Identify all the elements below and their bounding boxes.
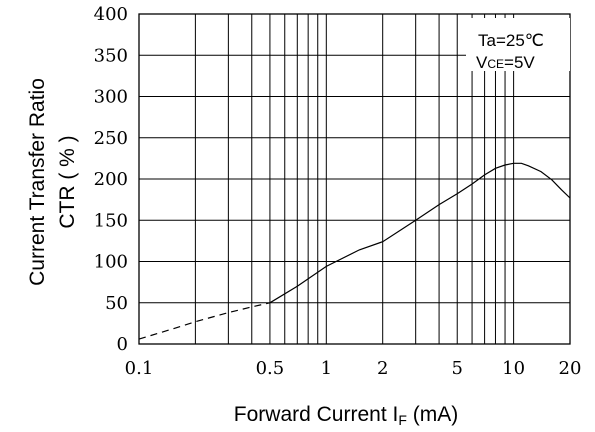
x-axis-title-unit: (mA)	[407, 403, 458, 426]
series-line-dashed	[138, 302, 271, 340]
annotation-vce-value: =5V	[504, 53, 535, 72]
x-axis-title-main: Forward Current I	[234, 403, 399, 426]
annotation-vce-sub: CE	[487, 57, 504, 71]
grid-lines	[139, 14, 570, 344]
y-tick-label: 350	[94, 45, 128, 66]
x-tick-label: 10	[502, 358, 525, 379]
x-tick-label: 5	[452, 358, 463, 379]
y-tick-label: 100	[94, 252, 128, 273]
y-axis-tick-labels: 0 50 100 150 200 250 300 350 400	[94, 4, 128, 355]
annotation-temperature: Ta=25℃	[478, 31, 544, 50]
y-tick-label: 150	[94, 210, 128, 231]
y-tick-label: 50	[105, 293, 128, 314]
annotation-vce-main: V	[476, 53, 488, 72]
y-tick-label: 400	[94, 4, 128, 25]
x-tick-label: 2	[377, 358, 388, 379]
y-tick-label: 0	[117, 334, 128, 355]
y-tick-label: 300	[94, 87, 128, 108]
plot-frame	[138, 13, 571, 345]
x-tick-label: 0.5	[256, 358, 285, 379]
x-axis-title-sub: F	[398, 412, 407, 428]
x-tick-label: 1	[321, 358, 332, 379]
x-axis-title: Forward Current IF (mA)	[234, 403, 458, 428]
x-tick-label: 20	[559, 358, 582, 379]
series-curve	[138, 162, 571, 340]
x-tick-label: 0.1	[125, 358, 154, 379]
series-line-solid	[269, 162, 571, 304]
y-tick-label: 250	[94, 128, 128, 149]
y-tick-label: 200	[94, 169, 128, 190]
y-axis-title-line1: Current Transfer Ratio	[26, 78, 49, 286]
annotation-vce: VCE=5V	[476, 53, 535, 72]
annotation-box	[466, 18, 570, 71]
x-axis-tick-labels: 0.1 0.5 1 2 5 10 20	[125, 358, 582, 379]
y-axis-title-line2: CTR ( % )	[56, 135, 79, 228]
